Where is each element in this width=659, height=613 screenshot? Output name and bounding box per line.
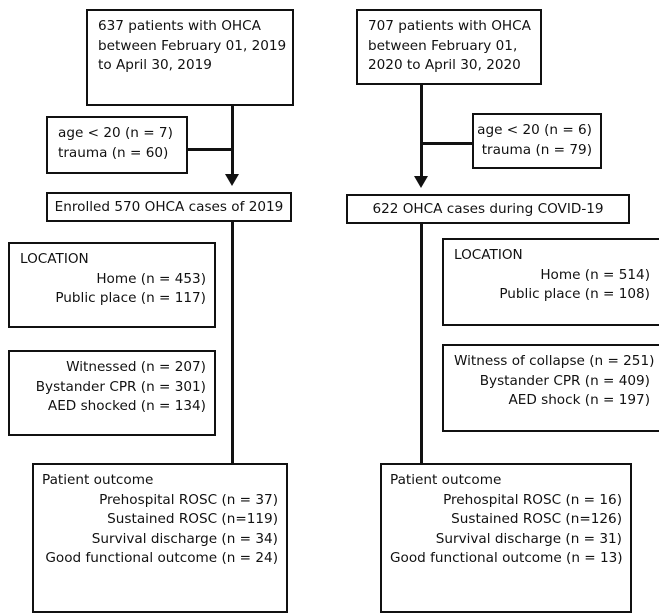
- right-header-line-1: 707 patients with OHCA: [368, 18, 531, 34]
- left-outcome-title: Patient outcome: [42, 472, 154, 488]
- right-enrolled-box: 622 OHCA cases during COVID-19: [346, 194, 630, 224]
- right-location-home: Home (n = 514): [540, 266, 650, 283]
- right-location-box: LOCATION Home (n = 514) Public place (n …: [442, 238, 659, 326]
- left-exclusion-box: age < 20 (n = 7) trauma (n = 60): [46, 116, 188, 174]
- right-outcome-box: Patient outcome Prehospital ROSC (n = 16…: [380, 463, 632, 613]
- right-main-connector-bottom: [420, 222, 423, 463]
- left-outcome-box: Patient outcome Prehospital ROSC (n = 37…: [32, 463, 288, 613]
- right-outcome-sustained-rosc: Sustained ROSC (n=126): [451, 511, 622, 527]
- left-header-line-2: between February 01, 2019: [98, 37, 287, 54]
- left-outcome-survival-discharge: Survival discharge (n = 34): [91, 530, 278, 547]
- right-outcome-prehospital-rosc: Prehospital ROSC (n = 16): [443, 491, 622, 508]
- left-exclusion-trauma: trauma (n = 60): [58, 144, 169, 161]
- left-witnessed: Witnessed (n = 207): [66, 359, 206, 375]
- left-location-public: Public place (n = 117): [55, 290, 206, 306]
- left-main-connector-top: [231, 106, 234, 178]
- left-aed: AED shocked (n = 134): [47, 398, 206, 414]
- left-header-line-1: 637 patients with OHCA: [98, 18, 261, 34]
- right-location-public: Public place (n = 108): [499, 286, 650, 302]
- left-location-title: LOCATION: [20, 251, 89, 267]
- right-exclusion-connector: [421, 142, 473, 145]
- right-location-title: LOCATION: [454, 247, 523, 263]
- left-exclusion-age: age < 20 (n = 7): [58, 125, 173, 141]
- left-outcome-sustained-rosc: Sustained ROSC (n=119): [107, 511, 278, 527]
- right-bystander-cpr: Bystander CPR (n = 409): [479, 372, 650, 389]
- right-exclusion-box: age < 20 (n = 6) trauma (n = 79): [472, 113, 602, 169]
- left-header-line-3: to April 30, 2019: [98, 57, 212, 73]
- right-header-box: 707 patients with OHCA between February …: [356, 9, 542, 85]
- left-exclusion-connector: [188, 148, 232, 151]
- right-witness-of-collapse: Witness of collapse (n = 251): [454, 353, 655, 369]
- right-outcome-title: Patient outcome: [390, 472, 502, 488]
- right-aed: AED shock (n = 197): [508, 392, 650, 408]
- right-exclusion-trauma: trauma (n = 79): [481, 141, 592, 158]
- left-header-box: 637 patients with OHCA between February …: [86, 9, 294, 106]
- left-location-box: LOCATION Home (n = 453) Public place (n …: [8, 242, 216, 328]
- left-resuscitation-box: Witnessed (n = 207) Bystander CPR (n = 3…: [8, 350, 216, 436]
- left-outcome-good-functional: Good functional outcome (n = 24): [45, 550, 278, 566]
- left-location-home: Home (n = 453): [96, 270, 206, 287]
- left-arrowhead: [225, 174, 239, 186]
- left-bystander-cpr: Bystander CPR (n = 301): [35, 378, 206, 395]
- left-enrolled-label: Enrolled 570 OHCA cases of 2019: [54, 199, 284, 215]
- right-arrowhead: [414, 176, 428, 188]
- right-exclusion-age: age < 20 (n = 6): [477, 122, 592, 138]
- right-header-line-2: between February 01,: [368, 37, 518, 54]
- right-header-line-3: 2020 to April 30, 2020: [368, 57, 521, 73]
- right-outcome-survival-discharge: Survival discharge (n = 31): [435, 530, 622, 547]
- left-outcome-prehospital-rosc: Prehospital ROSC (n = 37): [99, 491, 278, 508]
- right-enrolled-label: 622 OHCA cases during COVID-19: [372, 201, 604, 217]
- left-enrolled-box: Enrolled 570 OHCA cases of 2019: [46, 192, 292, 222]
- right-outcome-good-functional: Good functional outcome (n = 13): [390, 550, 623, 566]
- right-resuscitation-box: Witness of collapse (n = 251) Bystander …: [442, 344, 659, 432]
- left-main-connector-bottom: [231, 220, 234, 465]
- right-main-connector-top: [420, 85, 423, 179]
